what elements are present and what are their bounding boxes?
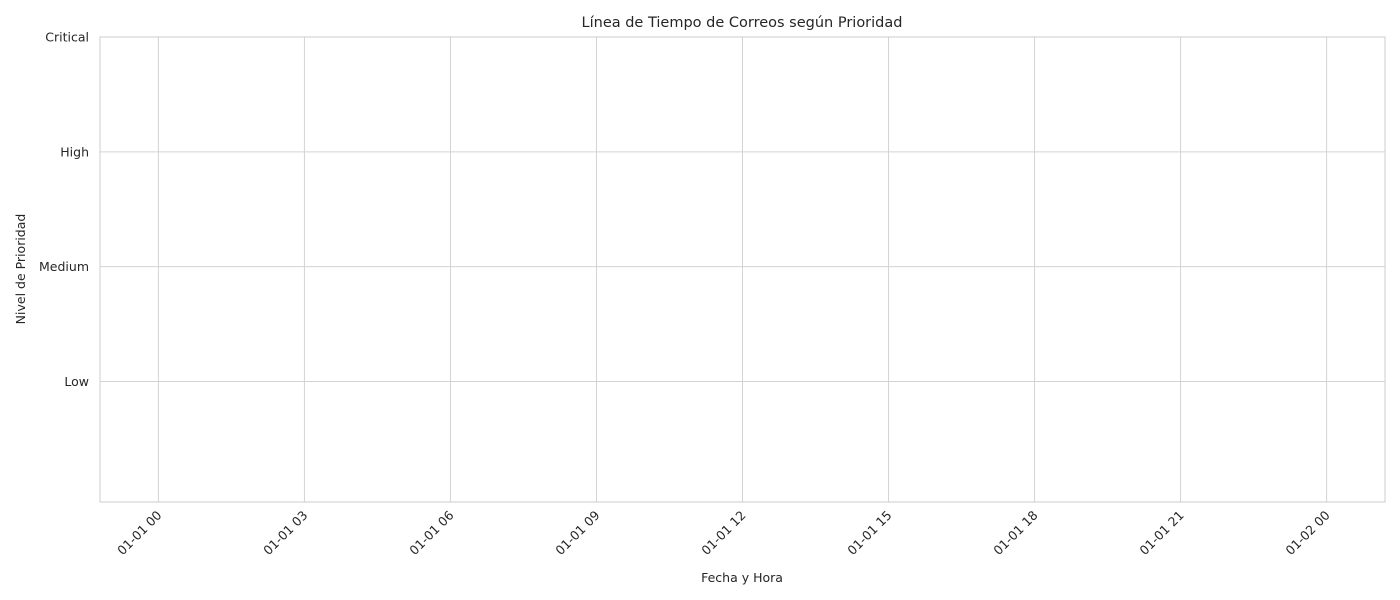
x-tick-label: 01-01 21	[1136, 508, 1186, 558]
chart-title: Línea de Tiempo de Correos según Priorid…	[582, 15, 903, 31]
x-tick-label: 01-01 09	[552, 507, 602, 557]
x-tick-label: 01-02 00	[1282, 507, 1332, 557]
x-axis-ticks: 01-01 00 01-01 03 01-01 06 01-01 09 01-01 12…	[114, 507, 1333, 557]
x-tick-label: 01-01 06	[406, 507, 456, 557]
x-axis-label: Fecha y Hora	[701, 570, 783, 585]
grid-lines	[100, 36, 1385, 502]
plot-area-frame	[99, 36, 1386, 503]
y-tick-label: Critical	[45, 30, 89, 45]
x-tick-label: 01-01 12	[698, 508, 748, 558]
y-tick-label: Low	[64, 374, 89, 389]
x-tick-label: 01-01 18	[990, 507, 1040, 557]
x-tick-label: 01-01 00	[114, 507, 164, 557]
y-axis-label: Nivel de Prioridad	[13, 214, 28, 325]
y-tick-label: Medium	[39, 259, 89, 274]
x-tick-label: 01-01 15	[844, 508, 894, 558]
y-tick-label: High	[60, 144, 89, 159]
x-tick-label: 01-01 03	[260, 508, 310, 558]
y-axis-ticks: Low Medium High Critical	[39, 30, 89, 389]
